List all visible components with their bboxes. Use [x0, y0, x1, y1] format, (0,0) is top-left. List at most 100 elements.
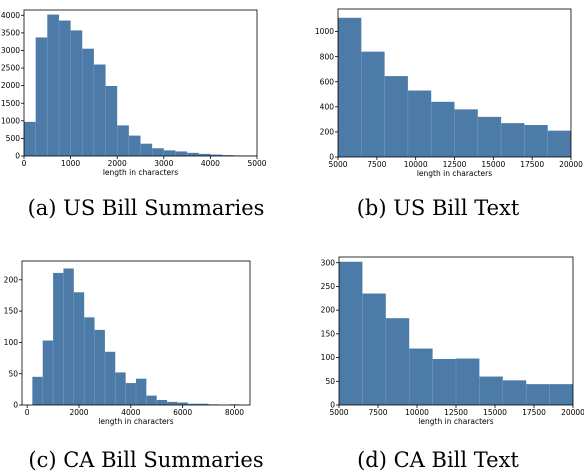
x-tick-label: 4000 — [201, 159, 220, 168]
histogram-bar — [58, 20, 71, 156]
y-tick-label: 150 — [4, 307, 19, 316]
chart-panel-ca-bill-summaries: 0 2000 4000 6000 8000 0 50 100 150 200 length in c… — [0, 236, 292, 472]
histogram-bar — [32, 376, 43, 405]
chart-panel-us-bill-text: 5000 7500 10000 12500 15000 17500 20000 0 200 400… — [292, 0, 584, 236]
caption-ca-bill-text: (d) CA Bill Text — [357, 448, 519, 472]
histogram-bar — [454, 109, 478, 157]
histogram-bar — [409, 348, 433, 405]
histogram-bar — [501, 123, 525, 157]
x-tick-label: 3000 — [154, 159, 173, 168]
plot-frame — [21, 260, 251, 406]
x-tick-label: 7500 — [367, 160, 386, 169]
histogram-bar — [432, 358, 456, 405]
x-tick-label: 5000 — [329, 408, 348, 417]
caption-ca-bill-summaries: (c) CA Bill Summaries — [28, 448, 264, 472]
histogram-bar — [547, 130, 571, 157]
x-tick-label: 7500 — [368, 408, 387, 417]
y-tick-label: 150 — [321, 329, 336, 338]
chart-panel-ca-bill-text: 5000 7500 10000 12500 15000 17500 20000 0 50 100 1… — [292, 236, 584, 472]
y-tick-label: 2500 — [1, 64, 20, 73]
histogram-bar — [175, 151, 188, 156]
y-tick-label: 400 — [320, 102, 335, 111]
histogram-bar — [549, 384, 573, 405]
caption-us-bill-text: (b) US Bill Text — [356, 196, 520, 220]
x-tick-label: 17500 — [522, 408, 546, 417]
histogram-bar — [187, 152, 199, 156]
x-tick-label: 2000 — [108, 159, 127, 168]
histogram-bar — [24, 121, 36, 156]
histogram-bar — [524, 125, 548, 157]
x-axis-title: length in characters — [98, 417, 173, 426]
y-tick-label: 300 — [321, 258, 336, 267]
x-tick-label: 12500 — [443, 160, 467, 169]
histogram-bar — [431, 101, 455, 157]
histogram-bar — [140, 143, 153, 156]
x-axis-title: length in characters — [417, 169, 492, 178]
histogram-bar — [93, 64, 106, 156]
histogram-bar — [70, 30, 83, 156]
histogram-bar — [362, 293, 386, 405]
x-tick-label: 17500 — [520, 160, 544, 169]
histogram-bar — [115, 372, 126, 405]
histogram-bar — [385, 318, 410, 405]
x-tick-label: 15000 — [483, 408, 507, 417]
y-tick-label: 3500 — [1, 28, 20, 37]
y-tick-label: 50 — [8, 369, 18, 378]
histogram-bar — [177, 402, 188, 405]
histogram-bar — [163, 150, 176, 156]
chart-panel-us-bill-summaries: 0 1000 2000 3000 4000 5000 0 500 1000 1500 2000 250… — [0, 0, 292, 236]
x-tick-label: 6000 — [173, 408, 192, 417]
histogram-bar — [104, 351, 116, 405]
x-tick-label: 8000 — [225, 408, 244, 417]
histogram-bar — [105, 85, 118, 156]
y-tick-label: 1000 — [315, 27, 334, 36]
y-tick-label: 1500 — [1, 99, 20, 108]
y-tick-label: 200 — [4, 275, 19, 284]
histogram-bar — [82, 48, 94, 157]
y-tick-label: 800 — [320, 52, 335, 61]
x-tick-label: 20000 — [559, 160, 583, 169]
x-tick-label: 10000 — [405, 408, 429, 417]
histogram-bar — [136, 378, 147, 405]
y-tick-label: 1000 — [1, 116, 20, 125]
histogram-bar — [128, 135, 141, 156]
x-tick-label: 1000 — [61, 159, 80, 168]
x-tick-label: 0 — [22, 159, 27, 168]
y-tick-label: 600 — [320, 77, 335, 86]
histogram-bar — [361, 51, 385, 157]
x-axis-title: length in characters — [418, 417, 493, 426]
histogram-bar — [125, 383, 136, 405]
x-tick-label: 4000 — [121, 408, 140, 417]
y-tick-label: 0 — [15, 152, 20, 161]
histogram-bar — [167, 401, 178, 405]
histogram-ca-bill-text: 5000 7500 10000 12500 15000 17500 20000 0 50 100 1… — [321, 256, 584, 426]
y-tick-label: 0 — [13, 401, 18, 410]
y-tick-label: 500 — [6, 134, 21, 143]
histogram-bar — [456, 358, 480, 405]
histogram-bar — [526, 384, 550, 405]
histogram-bar — [198, 153, 211, 156]
histogram-bar — [407, 90, 432, 157]
histogram-bar — [384, 76, 408, 157]
y-tick-label: 50 — [325, 377, 335, 386]
histogram-bar — [73, 292, 85, 405]
x-tick-label: 0 — [25, 408, 30, 417]
histogram-us-bill-text: 5000 7500 10000 12500 15000 17500 20000 0 200 400… — [315, 8, 583, 178]
x-tick-label: 15000 — [481, 160, 505, 169]
histogram-bar — [94, 329, 105, 405]
histogram-bar — [63, 268, 74, 405]
histogram-bar — [339, 261, 363, 405]
y-tick-label: 100 — [321, 353, 336, 362]
caption-us-bill-summaries: (a) US Bill Summaries — [27, 196, 265, 220]
histogram-bar — [42, 340, 54, 405]
y-tick-label: 2000 — [1, 81, 20, 90]
y-tick-label: 4000 — [1, 11, 20, 20]
y-tick-label: 100 — [4, 338, 19, 347]
histogram-bar — [47, 14, 59, 156]
histogram-bar — [53, 272, 64, 405]
y-tick-label: 0 — [330, 401, 335, 410]
x-axis-title: length in characters — [103, 168, 178, 177]
histogram-bar — [479, 376, 503, 405]
histogram-bar — [477, 116, 502, 157]
